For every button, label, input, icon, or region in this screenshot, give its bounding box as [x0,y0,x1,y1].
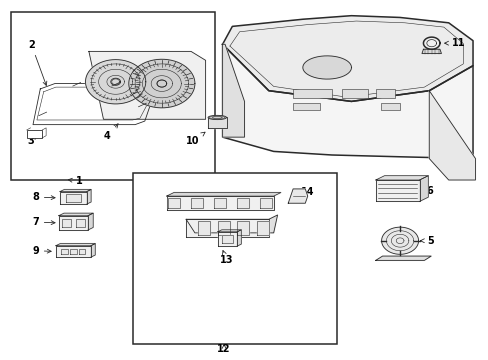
Polygon shape [381,227,418,254]
Polygon shape [61,249,68,254]
Polygon shape [166,193,281,196]
Polygon shape [222,44,244,137]
Polygon shape [217,230,241,232]
Polygon shape [167,198,180,208]
Polygon shape [375,256,430,260]
Text: 11: 11 [444,38,464,48]
Bar [27,130,42,138]
Polygon shape [186,215,277,233]
Polygon shape [89,51,205,119]
Ellipse shape [207,115,226,120]
Polygon shape [260,198,272,208]
Polygon shape [375,180,419,202]
Polygon shape [56,244,95,246]
Bar [292,89,331,98]
Text: 8: 8 [32,192,55,202]
Bar [375,89,394,98]
Polygon shape [166,196,273,210]
Polygon shape [88,213,93,230]
Text: 13: 13 [219,251,233,265]
Polygon shape [70,249,76,254]
Polygon shape [60,192,86,204]
Polygon shape [375,176,427,180]
Polygon shape [222,235,232,243]
Bar [341,89,368,98]
Polygon shape [428,91,474,180]
Text: 2: 2 [28,40,47,85]
Polygon shape [222,44,472,158]
Text: 7: 7 [32,217,55,227]
Polygon shape [421,49,441,54]
Polygon shape [86,189,91,204]
Text: 4: 4 [104,124,118,141]
Polygon shape [186,219,268,237]
Circle shape [85,60,145,104]
Polygon shape [222,16,472,102]
Bar [380,103,399,111]
Polygon shape [59,216,88,230]
Text: 1: 1 [68,176,82,186]
Polygon shape [287,189,307,203]
Polygon shape [191,198,203,208]
Bar [11,12,215,180]
Text: 5: 5 [420,236,433,246]
Text: 14: 14 [297,187,314,197]
Text: 3: 3 [27,135,37,147]
Polygon shape [91,244,95,257]
Polygon shape [60,189,91,192]
Polygon shape [423,37,439,49]
Polygon shape [59,213,93,216]
Polygon shape [198,221,210,235]
Text: 6: 6 [421,186,432,196]
Polygon shape [56,246,91,257]
Bar [132,173,336,344]
Polygon shape [419,176,427,202]
Polygon shape [256,221,268,235]
Polygon shape [217,232,237,246]
Text: 9: 9 [32,246,51,256]
Polygon shape [66,194,81,202]
Polygon shape [62,219,71,227]
Polygon shape [237,230,241,246]
Polygon shape [207,117,226,128]
Polygon shape [237,221,249,235]
Text: 10: 10 [185,132,204,147]
Polygon shape [302,56,351,79]
Polygon shape [217,221,229,235]
Bar [292,103,319,111]
Polygon shape [76,219,84,227]
Text: 12: 12 [217,343,230,354]
Polygon shape [33,84,154,125]
Polygon shape [79,249,85,254]
Polygon shape [214,198,226,208]
Circle shape [128,59,195,108]
Polygon shape [237,198,249,208]
